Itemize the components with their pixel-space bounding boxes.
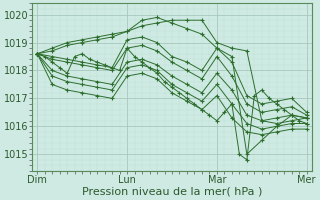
X-axis label: Pression niveau de la mer( hPa ): Pression niveau de la mer( hPa ) — [82, 187, 262, 197]
